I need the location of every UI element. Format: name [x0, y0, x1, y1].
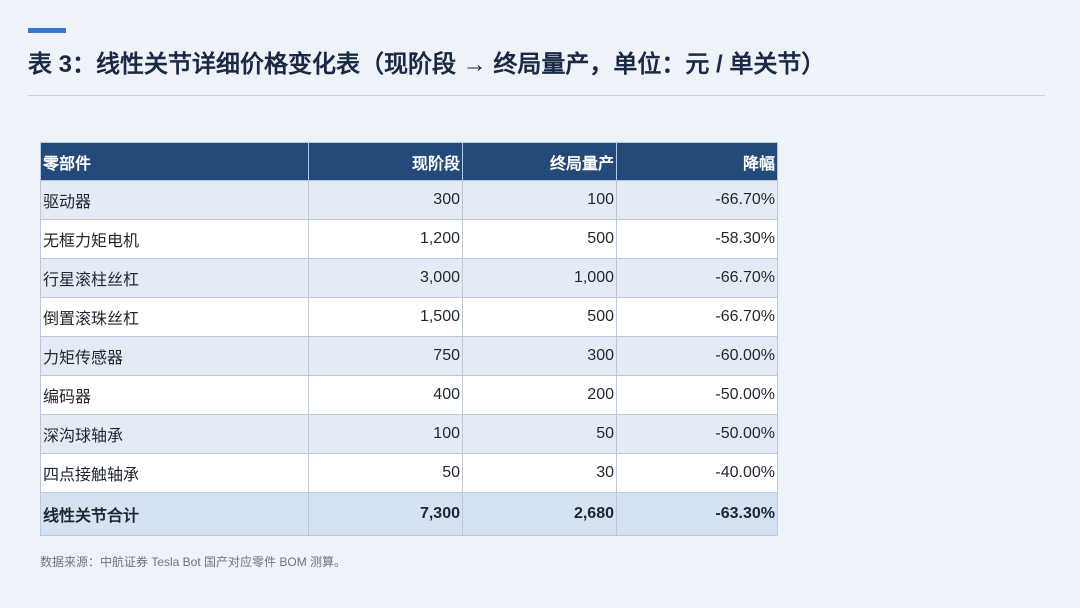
title: 表 3：线性关节详细价格变化表（现阶段 → 终局量产，单位：元 / 单关节）: [28, 51, 826, 78]
table-cell: 行星滚柱丝杠: [40, 258, 309, 298]
table-row: 行星滚柱丝杠 3,000 1,000 -66.70%: [40, 258, 778, 298]
column-header: 现阶段: [308, 142, 463, 181]
table-row: 驱动器 300 100 -66.70%: [40, 180, 778, 220]
table-cell: 50: [308, 453, 463, 493]
table-row: 四点接触轴承 50 30 -40.00%: [40, 453, 778, 493]
column-header: 终局量产: [462, 142, 617, 181]
table-row: 力矩传感器 750 300 -60.00%: [40, 336, 778, 376]
table-cell: 3,000: [308, 258, 463, 298]
table-row: 编码器 400 200 -50.00%: [40, 375, 778, 415]
header-row: 零部件 现阶段 终局量产 降幅: [40, 142, 778, 181]
total-cell: 2,680: [462, 492, 617, 536]
divider: [28, 95, 1045, 96]
table-cell: -50.00%: [616, 414, 778, 454]
column-header: 降幅: [616, 142, 778, 181]
table-cell: 1,000: [462, 258, 617, 298]
table-cell: 倒置滚珠丝杠: [40, 297, 309, 337]
table-cell: 50: [462, 414, 617, 454]
table-cell: 200: [462, 375, 617, 415]
table-cell: 400: [308, 375, 463, 415]
total-cell: 7,300: [308, 492, 463, 536]
table-cell: 力矩传感器: [40, 336, 309, 376]
table-cell: 1,500: [308, 297, 463, 337]
table-cell: 深沟球轴承: [40, 414, 309, 454]
table-cell: -40.00%: [616, 453, 778, 493]
table-body: 驱动器 300 100 -66.70% 无框力矩电机 1,200 500 -58.30% 行星滚…: [40, 180, 778, 536]
table-cell: 100: [308, 414, 463, 454]
table-cell: 30: [462, 453, 617, 493]
table-cell: 四点接触轴承: [40, 453, 309, 493]
table-cell: 750: [308, 336, 463, 376]
total-cell: 线性关节合计: [40, 492, 309, 536]
table-cell: -58.30%: [616, 219, 778, 259]
total-row: 线性关节合计 7,300 2,680 -63.30%: [40, 492, 778, 536]
table-cell: 100: [462, 180, 617, 220]
table-cell: 无框力矩电机: [40, 219, 309, 259]
table-cell: 编码器: [40, 375, 309, 415]
price-table: 零部件 现阶段 终局量产 降幅 驱动器 300 100 -66.70% 无框力矩电机 1,200…: [40, 142, 778, 536]
table-row: 倒置滚珠丝杠 1,500 500 -66.70%: [40, 297, 778, 337]
table-cell: 驱动器: [40, 180, 309, 220]
table-cell: -50.00%: [616, 375, 778, 415]
table-cell: 500: [462, 219, 617, 259]
table-cell: -66.70%: [616, 258, 778, 298]
table-cell: -66.70%: [616, 180, 778, 220]
table-cell: 1,200: [308, 219, 463, 259]
table-row: 无框力矩电机 1,200 500 -58.30%: [40, 219, 778, 259]
table-cell: -60.00%: [616, 336, 778, 376]
total-cell: -63.30%: [616, 492, 778, 536]
table-cell: -66.70%: [616, 297, 778, 337]
accent-bar: [28, 28, 66, 33]
source-note: 数据来源：中航证券 Tesla Bot 国产对应零件 BOM 测算。: [40, 555, 347, 569]
table-cell: 500: [462, 297, 617, 337]
column-header: 零部件: [40, 142, 309, 181]
table-cell: 300: [308, 180, 463, 220]
table-row: 深沟球轴承 100 50 -50.00%: [40, 414, 778, 454]
table-cell: 300: [462, 336, 617, 376]
